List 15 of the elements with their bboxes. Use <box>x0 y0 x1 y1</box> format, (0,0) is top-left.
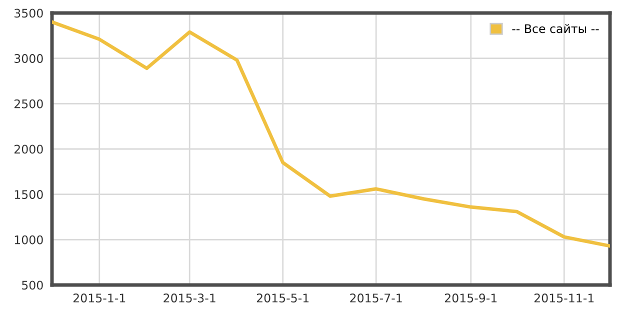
y-tick-label: 500 <box>22 280 43 290</box>
x-tick-label: 2015-7-1 <box>350 294 402 302</box>
x-tick-label: 2015-3-1 <box>164 294 216 302</box>
line-series <box>52 20 610 248</box>
y-tick-label: 3000 <box>14 54 43 63</box>
x-tick-label: 2015-11-1 <box>534 294 594 302</box>
y-tick-label: 1000 <box>14 235 43 244</box>
y-tick-label: 2000 <box>14 144 43 154</box>
y-tick-label: 2500 <box>14 99 43 108</box>
x-tick-label: 2015-1-1 <box>73 294 126 302</box>
y-tick-label: 1500 <box>14 190 43 199</box>
x-tick-label: 2015-5-1 <box>256 294 309 302</box>
y-tick-label: 3500 <box>14 8 43 18</box>
legend-label: -- Все сайты -- <box>512 24 599 34</box>
x-tick-label: 2015-9-1 <box>444 294 497 302</box>
